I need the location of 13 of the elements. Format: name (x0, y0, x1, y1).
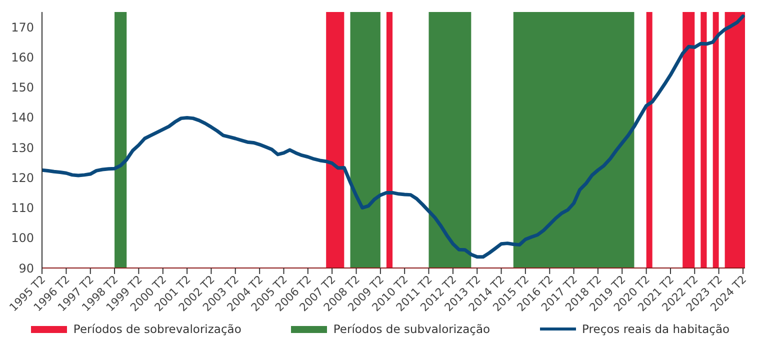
y-tick-label: 90 (18, 261, 34, 276)
y-tick-label: 130 (11, 140, 34, 155)
y-tick-label: 150 (11, 80, 34, 95)
y-tick-label: 170 (11, 20, 34, 34)
y-tick-label: 140 (11, 110, 34, 125)
line-series (42, 14, 745, 259)
legend-label: Preços reais da habitação (582, 322, 730, 336)
y-tick-label: 110 (11, 201, 34, 216)
y-tick-label: 160 (11, 50, 34, 64)
y-tick-label: 120 (11, 170, 34, 185)
legend-label: Períodos de subvalorização (333, 322, 490, 336)
legend-label: Períodos de sobrevalorização (73, 322, 242, 336)
y-tick-label: 100 (11, 231, 34, 246)
